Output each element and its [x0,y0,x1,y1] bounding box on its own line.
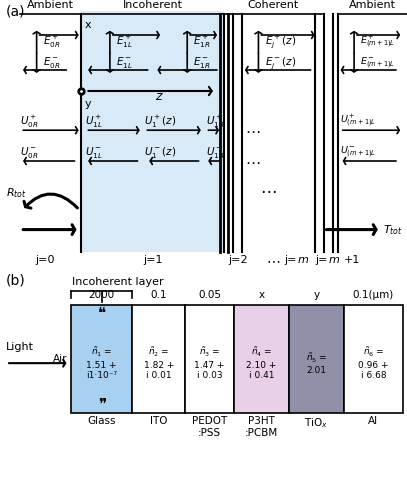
Text: $U_1^-(z)$: $U_1^-(z)$ [144,145,177,160]
Text: $U_{1R}^-$: $U_{1R}^-$ [206,145,224,160]
Text: j=: j= [284,256,297,266]
Bar [185,304,234,412]
Text: ❞: ❞ [98,396,106,411]
Text: $U_{0R}^+$: $U_{0R}^+$ [20,114,39,130]
Text: $E_{1R}^-$: $E_{1R}^-$ [193,56,211,70]
Text: (a): (a) [6,4,26,18]
Text: Air: Air [53,354,67,364]
Text: Light: Light [6,342,34,352]
Text: $\tilde{n}_6$ =
0.96 +
i 6.68: $\tilde{n}_6$ = 0.96 + i 6.68 [358,346,389,380]
Text: ITO: ITO [150,416,167,426]
Text: $U_{1L}^+$: $U_{1L}^+$ [85,114,103,130]
Text: 2000: 2000 [89,290,115,300]
Text: Glass: Glass [88,416,116,426]
Text: 0.1(μm): 0.1(μm) [353,290,394,300]
Text: $\tilde{n}_2$ =
1.82 +
i 0.01: $\tilde{n}_2$ = 1.82 + i 0.01 [144,346,174,380]
Text: $E_{(m+1)L}^-$: $E_{(m+1)L}^-$ [360,55,395,71]
Text: $\tilde{n}_1$ =
1.51 +
i1·10⁻⁷: $\tilde{n}_1$ = 1.51 + i1·10⁻⁷ [86,346,117,380]
Text: Incoherent: Incoherent [123,0,183,10]
Text: j=1: j=1 [143,256,162,266]
Text: Ambient: Ambient [349,0,396,10]
Text: Ambient: Ambient [27,0,74,10]
Text: $U_{0R}^-$: $U_{0R}^-$ [20,145,39,160]
Text: y: y [313,290,319,300]
Text: Al: Al [368,416,379,426]
Text: $U_{(m+1)L}^+$: $U_{(m+1)L}^+$ [340,113,376,130]
Text: (b): (b) [6,274,26,287]
Text: $\tilde{n}_3$ =
1.47 +
i 0.03: $\tilde{n}_3$ = 1.47 + i 0.03 [195,346,225,380]
Text: $m$: $m$ [328,256,340,266]
Text: $U_{1R}^+$: $U_{1R}^+$ [206,114,224,130]
Text: 0.05: 0.05 [198,290,221,300]
Bar [344,304,403,412]
Text: P3HT
:PCBM: P3HT :PCBM [245,416,278,438]
Text: $E_{1R}^+$: $E_{1R}^+$ [193,34,211,50]
Text: $R_{tot}$: $R_{tot}$ [6,186,27,200]
Text: $E_j^+(z)$: $E_j^+(z)$ [265,34,296,50]
Text: j=2: j=2 [228,256,248,266]
Text: 0.1: 0.1 [151,290,167,300]
Text: $E_{(m+1)L}^+$: $E_{(m+1)L}^+$ [360,34,395,50]
Text: x: x [85,20,91,30]
Text: $E_{1L}^-$: $E_{1L}^-$ [116,56,133,70]
Text: $T_{tot}$: $T_{tot}$ [383,222,403,236]
Text: $U_{1L}^-$: $U_{1L}^-$ [85,145,103,160]
Text: x: x [258,290,265,300]
Text: $E_{1L}^+$: $E_{1L}^+$ [116,34,133,50]
Bar [234,304,289,412]
Text: $\cdots$: $\cdots$ [245,122,260,138]
Text: +1: +1 [344,256,360,266]
Text: j=0: j=0 [35,256,55,266]
Text: Coherent: Coherent [247,0,298,10]
Text: $E_{0R}^-$: $E_{0R}^-$ [43,56,60,70]
Text: ❝: ❝ [98,306,106,320]
Text: j=: j= [315,256,328,266]
Text: y: y [85,100,91,110]
Text: $\cdots$: $\cdots$ [245,154,260,168]
Text: $E_j^-(z)$: $E_j^-(z)$ [265,55,296,71]
Text: $\cdots$: $\cdots$ [260,182,277,200]
Text: $\tilde{n}_5$ =
2.01: $\tilde{n}_5$ = 2.01 [306,352,327,375]
Text: $U_{(m+1)L}^-$: $U_{(m+1)L}^-$ [340,144,376,160]
Bar [71,304,132,412]
Bar [289,304,344,412]
Text: $\tilde{n}_4$ =
2.10 +
i 0.41: $\tilde{n}_4$ = 2.10 + i 0.41 [246,346,277,380]
Text: $U_1^+(z)$: $U_1^+(z)$ [144,114,177,130]
Text: TiO$_x$: TiO$_x$ [304,416,328,430]
Text: z: z [155,90,161,103]
Text: PEDOT
:PSS: PEDOT :PSS [192,416,227,438]
Text: Incoherent layer: Incoherent layer [72,277,164,287]
Text: $\cdots$: $\cdots$ [265,254,280,268]
Bar [81,11,224,252]
Bar [132,304,185,412]
Text: $m$: $m$ [297,256,309,266]
Text: $E_{0R}^+$: $E_{0R}^+$ [43,34,60,50]
